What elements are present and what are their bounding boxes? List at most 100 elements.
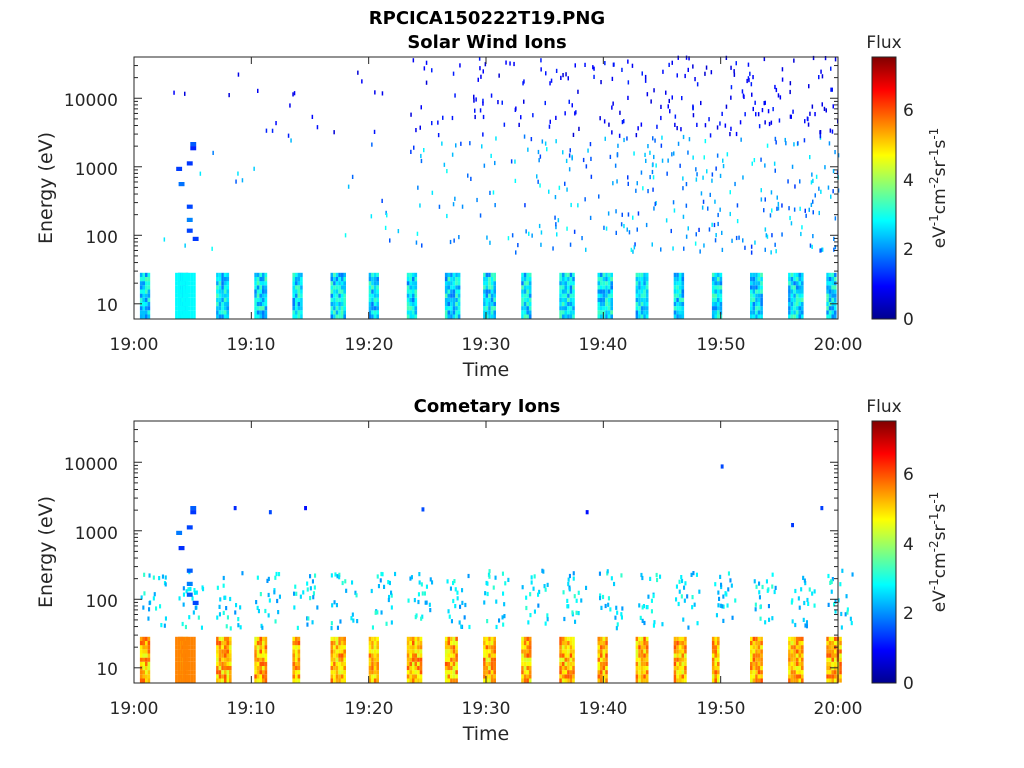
heatmap-cell — [564, 289, 568, 294]
heatmap-cell — [820, 69, 822, 74]
heatmap-cell — [752, 75, 754, 80]
heatmap-cell — [488, 293, 491, 298]
heatmap-cell — [715, 233, 717, 238]
heatmap-cell — [678, 281, 682, 286]
heatmap-cell — [725, 104, 728, 109]
heatmap-cell — [147, 289, 151, 294]
heatmap-cell — [681, 649, 685, 654]
heatmap-cell — [572, 661, 575, 666]
heatmap-cell — [568, 587, 571, 592]
heatmap-cell — [467, 573, 470, 579]
heatmap-cell — [614, 615, 617, 620]
heatmap-cell — [180, 285, 183, 290]
heatmap-cell — [766, 234, 769, 239]
heatmap-cell — [483, 310, 486, 315]
heatmap-cell — [607, 306, 611, 311]
heatmap-cell — [635, 665, 639, 671]
heatmap-cell — [155, 606, 158, 611]
heatmap-cell — [143, 591, 146, 596]
heatmap-cell — [645, 653, 649, 658]
heatmap-cell — [147, 306, 151, 311]
heatmap-cell — [259, 277, 262, 282]
heatmap-cell — [297, 306, 301, 311]
heatmap-cell — [177, 272, 181, 277]
heatmap-cell — [755, 649, 758, 654]
heatmap-cell — [264, 272, 268, 277]
heatmap-cell — [834, 314, 837, 319]
heatmap-cell — [344, 233, 347, 238]
heatmap-cell — [760, 277, 763, 282]
heatmap-cell — [444, 272, 448, 277]
heatmap-cell — [450, 649, 453, 654]
heatmap-cell — [567, 289, 570, 294]
heatmap-cell — [719, 285, 723, 290]
heatmap-cell — [755, 277, 758, 282]
heatmap-cell — [831, 670, 834, 675]
heatmap-cell — [636, 181, 638, 186]
heatmap-cell — [729, 211, 731, 217]
heatmap-cell — [772, 107, 774, 112]
heatmap-cell — [488, 574, 491, 579]
heatmap-cell — [486, 235, 488, 240]
heatmap-cell — [226, 670, 230, 675]
heatmap-cell — [414, 645, 418, 650]
heatmap-cell — [643, 665, 646, 671]
heatmap-cell — [789, 215, 791, 221]
heatmap-cell — [793, 645, 796, 650]
heatmap-cell — [744, 245, 746, 250]
heatmap-cell — [760, 306, 763, 311]
heatmap-cell — [602, 297, 606, 302]
heatmap-cell — [805, 620, 808, 625]
heatmap-cell — [671, 60, 673, 65]
heatmap-cell — [526, 661, 529, 666]
heatmap-cell — [351, 580, 354, 585]
heatmap-cell — [844, 612, 847, 617]
heatmap-cell — [444, 636, 448, 641]
heatmap-cell — [178, 546, 185, 551]
heatmap-cell — [175, 641, 178, 646]
heatmap-cell — [635, 653, 639, 658]
heatmap-cell — [676, 665, 679, 671]
heatmap-cell — [456, 596, 459, 601]
heatmap-cell — [798, 641, 802, 646]
heatmap-cell — [646, 605, 649, 610]
heatmap-cell — [264, 641, 268, 646]
heatmap-cell — [635, 133, 638, 138]
heatmap-cell — [638, 301, 641, 307]
heatmap-cell — [610, 314, 613, 319]
heatmap-cell — [750, 281, 753, 286]
heatmap-cell — [676, 285, 679, 290]
heatmap-cell — [488, 310, 491, 315]
heatmap-cell — [572, 272, 575, 277]
heatmap-cell — [262, 645, 265, 650]
heatmap-cell — [716, 125, 719, 130]
heatmap-cell — [678, 579, 681, 584]
heatmap-cell — [485, 653, 489, 658]
colorbar-tick-label: 6 — [903, 465, 914, 485]
heatmap-cell — [668, 62, 670, 67]
heatmap-cell — [600, 674, 603, 679]
heatmap-cell — [175, 289, 178, 294]
heatmap-cell — [801, 225, 803, 230]
heatmap-cell — [473, 98, 475, 103]
heatmap-cell — [142, 314, 145, 319]
heatmap-cell — [453, 579, 456, 584]
heatmap-cell — [371, 657, 374, 662]
heatmap-cell — [447, 661, 451, 666]
heatmap-cell — [618, 133, 621, 138]
heatmap-cell — [569, 148, 571, 153]
heatmap-cell — [368, 661, 372, 666]
heatmap-cell — [832, 189, 834, 194]
heatmap-cell — [185, 665, 188, 671]
heatmap-cell — [569, 314, 573, 319]
heatmap-cell — [684, 670, 687, 675]
heatmap-cell — [193, 293, 196, 298]
heatmap-cell — [523, 678, 527, 683]
heatmap-cell — [304, 506, 307, 511]
heatmap-cell — [175, 657, 178, 662]
heatmap-cell — [221, 289, 224, 294]
heatmap-cell — [414, 281, 418, 286]
heatmap-cell — [488, 272, 491, 277]
heatmap-cell — [373, 670, 377, 675]
heatmap-cell — [216, 289, 219, 294]
